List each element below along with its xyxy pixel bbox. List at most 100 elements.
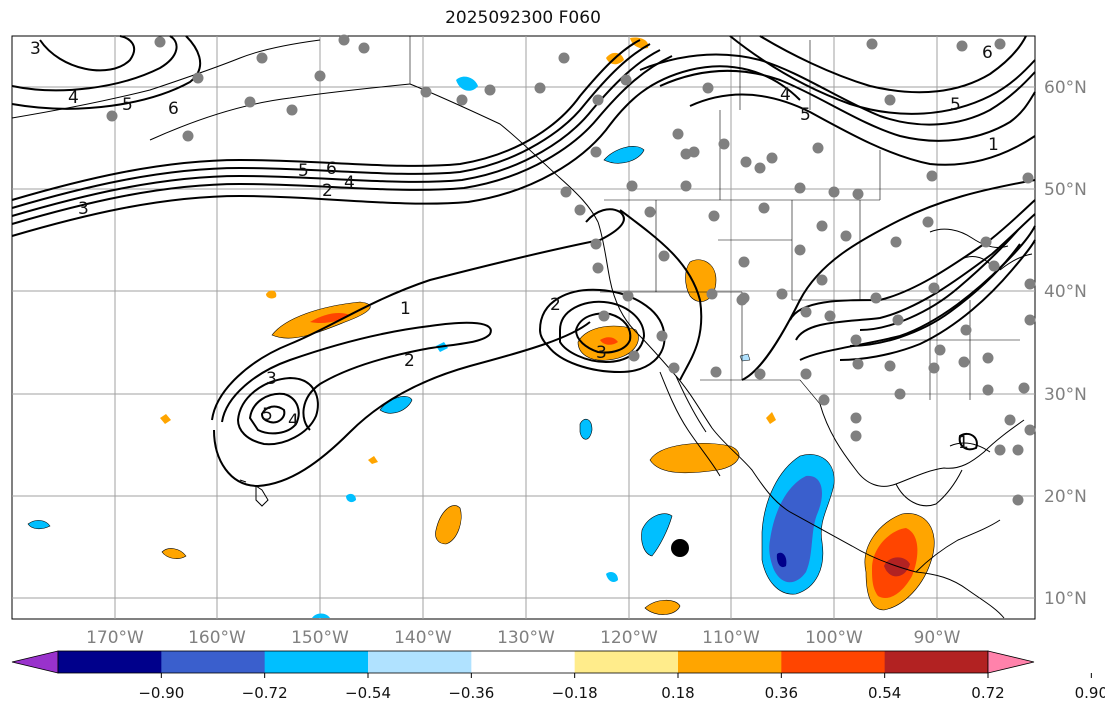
lon-tick-label: 150°W: [291, 628, 349, 648]
contour-label: 6: [326, 159, 337, 179]
station-dot: [892, 314, 904, 326]
contour-label-group: 3 4 5 6 3 2 5 6 4 1 2 3 5 4 2 3 4 5 6 5 …: [30, 39, 999, 453]
contour-label: 6: [982, 43, 993, 63]
map-frame: [11, 35, 1036, 620]
lat-tick-label: 30°N: [1044, 385, 1087, 405]
colorbar-extend-high: [987, 650, 1035, 674]
contour-label: 1: [958, 433, 969, 453]
lon-tick-label: 100°W: [805, 628, 863, 648]
contour-label: 6: [168, 99, 179, 119]
station-dot: [1024, 278, 1036, 290]
station-dot: [994, 38, 1006, 50]
lon-tick-label: 160°W: [188, 628, 246, 648]
station-dot: [800, 368, 812, 380]
colorbar-cell: [58, 651, 162, 673]
station-dot: [456, 94, 468, 106]
longitude-axis: 170°W 160°W 150°W 140°W 130°W 120°W 110°…: [86, 628, 961, 648]
station-dot: [980, 236, 992, 248]
station-dot: [338, 34, 350, 46]
station-dot: [928, 282, 940, 294]
colorbar-cell: [678, 651, 782, 673]
station-dot: [840, 230, 852, 242]
station-dot: [1024, 314, 1036, 326]
station-dot: [850, 334, 862, 346]
station-dot: [706, 288, 718, 300]
station-dot: [800, 306, 812, 318]
station-dot: [850, 430, 862, 442]
station-dot: [890, 236, 902, 248]
station-dot: [982, 352, 994, 364]
station-dot: [934, 344, 946, 356]
lat-tick-label: 10°N: [1044, 589, 1087, 609]
colorbar-cell: [161, 651, 266, 673]
station-dot: [668, 362, 680, 374]
station-dot: [926, 170, 938, 182]
colorbar-tick-label: −0.72: [242, 684, 288, 702]
plot-title: 2025092300 F060: [445, 8, 601, 28]
station-dot: [592, 262, 604, 274]
station-dot: [960, 324, 972, 336]
station-dot: [754, 368, 766, 380]
colorbar-tick-label: 0.72: [971, 684, 1004, 702]
contour-label: 1: [988, 135, 999, 155]
station-dot: [244, 96, 256, 108]
lon-tick-label: 170°W: [86, 628, 144, 648]
station-dot: [816, 220, 828, 232]
station-dot: [982, 384, 994, 396]
station-dot: [622, 290, 634, 302]
contour-label: 3: [78, 199, 89, 219]
station-dot: [870, 292, 882, 304]
station-dot: [672, 128, 684, 140]
colorbar: −0.90 −0.72 −0.54 −0.36 −0.18 0.18 0.36 0.54 0.7…: [11, 650, 1105, 702]
station-dot: [106, 110, 118, 122]
station-dot: [590, 146, 602, 158]
station-dot: [626, 180, 638, 192]
station-dot: [824, 310, 836, 322]
station-dot: [818, 394, 830, 406]
station-dot: [710, 366, 722, 378]
colorbar-tick-label: −0.18: [552, 684, 598, 702]
colorbar-cell: [781, 651, 886, 673]
station-dot: [560, 186, 572, 198]
station-dot: [740, 156, 752, 168]
station-dot: [590, 238, 602, 250]
station-dot: [812, 142, 824, 154]
latitude-axis: 60°N 50°N 40°N 30°N 20°N 10°N: [1044, 78, 1087, 609]
station-dot: [154, 36, 166, 48]
station-dot: [658, 250, 670, 262]
colorbar-tick-label: 0.90: [1075, 684, 1105, 702]
lon-tick-label: 130°W: [497, 628, 555, 648]
colorbar-cell: [574, 651, 679, 673]
station-dot: [598, 310, 610, 322]
colorbar-tick-label: −0.54: [345, 684, 391, 702]
station-dot: [884, 360, 896, 372]
station-dot: [1022, 172, 1034, 184]
station-dot: [776, 288, 788, 300]
station-dot: [928, 362, 940, 374]
contour-label: 5: [950, 95, 961, 115]
contour-label: 1: [400, 299, 411, 319]
station-dot: [754, 162, 766, 174]
graticule: [12, 36, 1035, 619]
lon-tick-label: 140°W: [394, 628, 452, 648]
station-dot: [922, 216, 934, 228]
station-dot: [1012, 444, 1024, 456]
contour-label: 5: [298, 161, 309, 181]
station-dot: [628, 350, 640, 362]
colorbar-tick-label: 0.54: [868, 684, 901, 702]
station-dot: [358, 42, 370, 54]
lat-tick-label: 40°N: [1044, 282, 1087, 302]
lon-tick-label: 120°W: [600, 628, 658, 648]
colorbar-extend-low: [11, 650, 59, 674]
contour-lines: [11, 35, 1036, 488]
station-dot: [738, 292, 750, 304]
station-dot: [484, 84, 496, 96]
contour-label: 4: [344, 173, 355, 193]
contour-label: 4: [780, 85, 791, 105]
station-dot: [718, 138, 730, 150]
station-dot: [644, 206, 656, 218]
station-dot: [758, 202, 770, 214]
lat-tick-label: 60°N: [1044, 78, 1087, 98]
station-dot: [620, 74, 632, 86]
